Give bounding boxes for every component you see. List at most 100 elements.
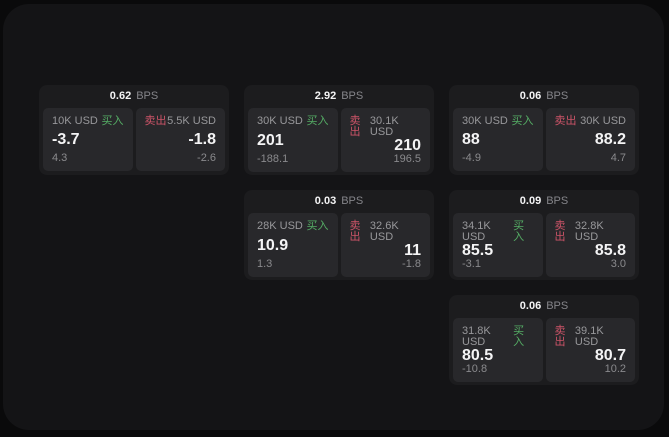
buy-amount: 28K USD: [257, 220, 303, 232]
sell-amount: 30.1K USD: [369, 115, 399, 138]
quote-panel-body: 30K USD 买入 88 -4.9 卖出 30K USD 88.2 4.7: [449, 108, 639, 175]
bps-unit-label: BPS: [341, 195, 364, 207]
sell-amount: 39.1K USD: [574, 325, 604, 348]
sell-quote-header-row: 卖出 32.8K USD: [555, 221, 627, 243]
quote-panel-body: 31.8K USD 买入 80.5 -10.8 卖出 39.1K USD 80.…: [449, 318, 639, 385]
sell-quote-header-row: 卖出 30K USD: [555, 116, 627, 127]
buy-secondary-value: -188.1: [257, 153, 289, 165]
sell-amount: 5.5K USD: [167, 115, 216, 127]
sell-quote-card[interactable]: 卖出 30K USD 88.2 4.7: [545, 108, 635, 171]
buy-amount: 30K USD: [462, 115, 508, 127]
sell-price: 85.8: [594, 242, 626, 259]
sell-quote-card[interactable]: 卖出 5.5K USD -1.8 -2.6: [135, 108, 225, 171]
buy-amount: 34.1K USD: [462, 220, 491, 243]
buy-quote-header-row: 10K USD 买入: [52, 116, 124, 127]
buy-price: 85.5: [462, 242, 494, 259]
buy-side-label: 买入: [513, 325, 525, 348]
sell-amount: 32.6K USD: [369, 220, 399, 243]
buy-price: -3.7: [52, 131, 80, 148]
buy-quote-card[interactable]: 10K USD 买入 -3.7 4.3: [43, 108, 133, 171]
buy-quote-card[interactable]: 34.1K USD 买入 85.5 -3.1: [453, 213, 543, 277]
sell-quote-header-row: 卖出 5.5K USD: [145, 116, 217, 127]
bps-value: 2.92: [314, 90, 337, 102]
sell-secondary-value: 10.2: [604, 363, 626, 375]
bps-header: 0.03 BPS: [244, 190, 434, 213]
buy-amount: 10K USD: [52, 115, 98, 127]
sell-price: -1.8: [188, 131, 216, 148]
quotes-board-card: 0.62 BPS 10K USD 买入 -3.7 4.3 卖出 5.5K USD…: [3, 4, 664, 430]
bps-value: 0.03: [314, 195, 337, 207]
buy-secondary-value: 4.3: [52, 152, 68, 164]
sell-quote-header-row: 卖出 39.1K USD: [555, 326, 627, 348]
sell-side-label: 卖出: [349, 115, 361, 138]
sell-quote-header-row: 卖出 30.1K USD: [350, 116, 422, 138]
bps-header: 0.09 BPS: [449, 190, 639, 213]
buy-price: 88: [462, 131, 480, 148]
quote-panel: 0.62 BPS 10K USD 买入 -3.7 4.3 卖出 5.5K USD…: [39, 85, 229, 175]
buy-side-label: 买入: [306, 115, 329, 127]
buy-side-label: 买入: [511, 115, 534, 127]
bps-unit-label: BPS: [546, 195, 569, 207]
sell-quote-card[interactable]: 卖出 39.1K USD 80.7 10.2: [545, 318, 635, 382]
sell-price: 11: [404, 242, 421, 259]
buy-price: 80.5: [462, 347, 494, 364]
buy-secondary-value: 1.3: [257, 258, 273, 270]
buy-side-label: 买入: [101, 115, 124, 127]
buy-secondary-value: -10.8: [462, 363, 488, 375]
quote-panel: 0.06 BPS 31.8K USD 买入 80.5 -10.8 卖出 39.1…: [449, 295, 639, 385]
buy-amount: 31.8K USD: [462, 325, 491, 348]
sell-side-label: 卖出: [144, 115, 167, 127]
quote-panel: 0.09 BPS 34.1K USD 买入 85.5 -3.1 卖出 32.8K…: [449, 190, 639, 280]
buy-secondary-value: -4.9: [462, 152, 481, 164]
sell-quote-header-row: 卖出 32.6K USD: [350, 221, 422, 243]
sell-price: 80.7: [594, 347, 626, 364]
sell-price: 88.2: [594, 131, 626, 148]
buy-quote-header-row: 28K USD 买入: [257, 221, 329, 232]
buy-side-label: 买入: [306, 220, 329, 232]
bps-value: 0.62: [109, 90, 132, 102]
sell-side-label: 卖出: [554, 220, 566, 243]
bps-unit-label: BPS: [546, 90, 569, 102]
bps-unit-label: BPS: [546, 300, 569, 312]
buy-secondary-value: -3.1: [462, 258, 481, 270]
sell-secondary-value: -2.6: [197, 152, 216, 164]
buy-price: 201: [257, 131, 284, 149]
sell-quote-card[interactable]: 卖出 32.6K USD 11 -1.8: [340, 213, 430, 277]
quote-panel-body: 10K USD 买入 -3.7 4.3 卖出 5.5K USD -1.8 -2.…: [39, 108, 229, 175]
buy-quote-header-row: 34.1K USD 买入: [462, 221, 534, 243]
sell-secondary-value: -1.8: [402, 258, 421, 270]
bps-value: 0.06: [519, 90, 542, 102]
bps-header: 0.06 BPS: [449, 85, 639, 108]
quote-panel-body: 34.1K USD 买入 85.5 -3.1 卖出 32.8K USD 85.8…: [449, 213, 639, 280]
quote-panel: 0.06 BPS 30K USD 买入 88 -4.9 卖出 30K USD 8…: [449, 85, 639, 175]
buy-quote-header-row: 31.8K USD 买入: [462, 326, 534, 348]
sell-secondary-value: 3.0: [610, 258, 626, 270]
bps-value: 0.06: [519, 300, 542, 312]
sell-quote-card[interactable]: 卖出 30.1K USD 210 196.5: [340, 108, 430, 172]
buy-quote-card[interactable]: 28K USD 买入 10.9 1.3: [248, 213, 338, 277]
sell-side-label: 卖出: [554, 115, 577, 127]
buy-quote-card[interactable]: 30K USD 买入 88 -4.9: [453, 108, 543, 171]
buy-quote-card[interactable]: 31.8K USD 买入 80.5 -10.8: [453, 318, 543, 382]
sell-side-label: 卖出: [554, 325, 566, 348]
quote-panel: 2.92 BPS 30K USD 买入 201 -188.1 卖出 30.1K …: [244, 85, 434, 175]
quote-panel-body: 30K USD 买入 201 -188.1 卖出 30.1K USD 210 1…: [244, 108, 434, 175]
quotes-grid: 0.62 BPS 10K USD 买入 -3.7 4.3 卖出 5.5K USD…: [39, 85, 639, 385]
sell-secondary-value: 196.5: [393, 153, 421, 165]
bps-unit-label: BPS: [341, 90, 364, 102]
buy-quote-card[interactable]: 30K USD 买入 201 -188.1: [248, 108, 338, 172]
buy-quote-header-row: 30K USD 买入: [257, 116, 329, 127]
sell-side-label: 卖出: [349, 220, 361, 243]
buy-quote-header-row: 30K USD 买入: [462, 116, 534, 127]
bps-unit-label: BPS: [136, 90, 159, 102]
sell-quote-card[interactable]: 卖出 32.8K USD 85.8 3.0: [545, 213, 635, 277]
quote-panel: 0.03 BPS 28K USD 买入 10.9 1.3 卖出 32.6K US…: [244, 190, 434, 280]
sell-price: 210: [394, 137, 421, 154]
sell-amount: 30K USD: [580, 115, 626, 127]
sell-secondary-value: 4.7: [610, 152, 626, 164]
sell-amount: 32.8K USD: [574, 220, 604, 243]
buy-price: 10.9: [257, 236, 289, 254]
bps-header: 2.92 BPS: [244, 85, 434, 108]
buy-side-label: 买入: [513, 220, 525, 243]
